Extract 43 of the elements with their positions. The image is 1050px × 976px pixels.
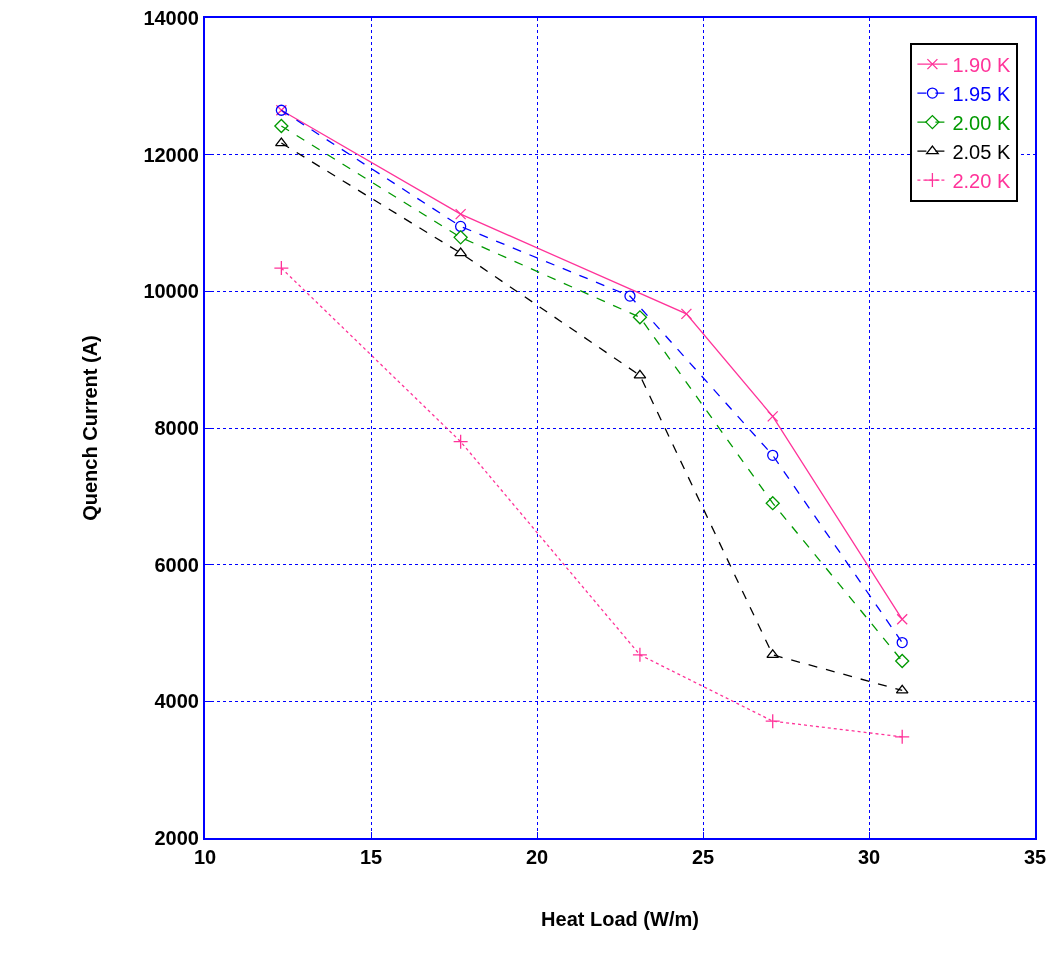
legend-label: 2.00 K: [952, 111, 1011, 134]
legend-label: 2.05 K: [952, 140, 1011, 163]
point: [452, 434, 469, 450]
point: [895, 653, 910, 669]
legend-label: 2.20 K: [952, 169, 1011, 192]
point: [767, 449, 779, 461]
point: [633, 369, 647, 379]
point: [454, 220, 467, 233]
point: [453, 230, 468, 245]
x-tick-label: 25: [691, 846, 715, 868]
x-tick-label: 35: [1023, 846, 1047, 868]
point: [767, 410, 779, 423]
y-tick-label: 8000: [154, 417, 199, 439]
x-tick-label: 15: [359, 846, 383, 868]
point: [632, 647, 648, 663]
point: [896, 636, 908, 649]
y-tick-label: 4000: [154, 690, 199, 713]
legend-label: 1.90 K: [952, 53, 1011, 76]
point: [274, 118, 289, 134]
y-tick-label: 6000: [154, 553, 199, 576]
point: [273, 260, 290, 276]
x-tick-label: 20: [525, 846, 549, 868]
point: [765, 496, 780, 511]
point: [274, 137, 288, 147]
point: [894, 729, 910, 745]
point: [680, 308, 693, 320]
point: [895, 684, 909, 694]
y-tick-label: 2000: [154, 827, 199, 849]
point: [896, 613, 908, 625]
y-tick-label: 12000: [143, 143, 199, 166]
point: [454, 247, 468, 257]
legend-label: 1.95 K: [952, 82, 1011, 105]
x-axis-title: Heat Load (W/m): [541, 908, 699, 930]
x-tick-label: 30: [857, 846, 881, 868]
point: [454, 208, 467, 220]
point: [766, 649, 780, 659]
y-tick-label: 14000: [143, 7, 199, 29]
point: [765, 713, 781, 729]
y-tick-label: 10000: [143, 280, 199, 303]
point: [624, 290, 636, 302]
x-tick-label: 10: [193, 846, 217, 868]
y-axis-title: Quench Current (A): [79, 335, 102, 521]
point: [632, 310, 648, 325]
